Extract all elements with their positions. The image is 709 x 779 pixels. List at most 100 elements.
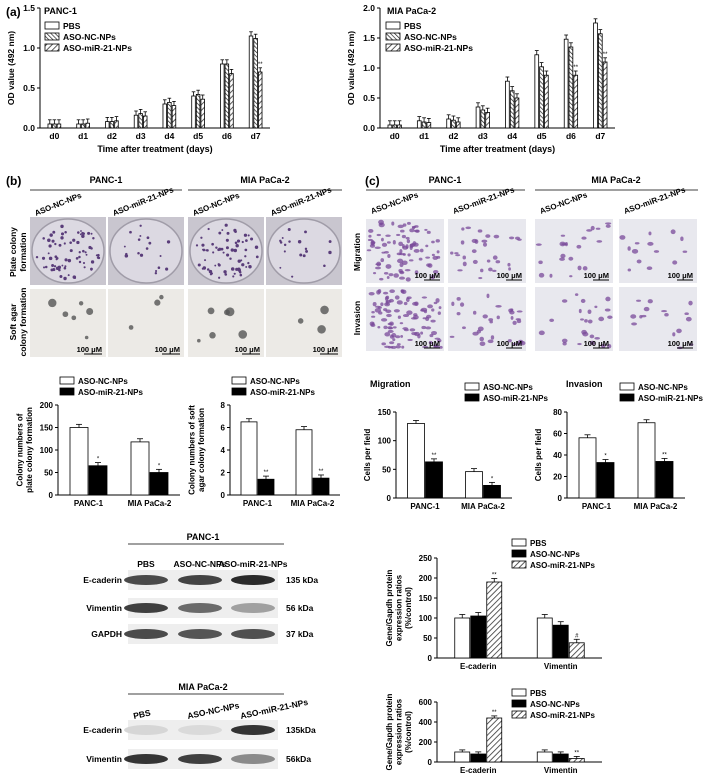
cell-dot [377,326,381,329]
colony-dot [159,255,162,258]
cell-dot [606,343,612,349]
bar [191,95,196,129]
cell-dot [396,300,403,305]
cell-dot [676,328,682,334]
cell-dot [377,288,382,294]
cell-dot [409,228,415,233]
cell-dot [411,331,418,336]
x-tick-label: d3 [478,131,488,141]
lane-label: ASO-NC-NPs [186,700,240,721]
legend-swatch [511,549,527,558]
colony-dot [291,275,294,278]
cell-dot [507,262,511,267]
chart-c1: 0 50 100 150 Cells per field ** PANC-1 * MIA PaC… [363,379,548,511]
y-tick-label: 6 [221,424,226,433]
cell-dot [508,236,515,240]
cell-dot [368,228,374,233]
legend-swatch [385,32,401,41]
cell-dot [515,318,522,321]
cell-dot [462,255,467,260]
x-tick-label: d0 [49,131,59,141]
legend-label: ASO-miR-21-NPs [530,711,595,720]
cell-dot [425,326,432,330]
band-size: 135 kDa [286,575,318,585]
y-tick-label: 0 [49,491,54,500]
cell-dot [430,274,435,280]
group-label: ASO-NC-NPs [539,190,589,216]
cell-dot [399,249,403,254]
cell-dot [425,316,430,321]
cell-dot [561,338,568,343]
band [124,725,168,735]
agar-colony [297,318,304,324]
legend-swatch [511,538,527,547]
cell-dot [479,341,486,347]
cell-dot [516,310,523,313]
bar [171,105,177,129]
scale-label: 100 μM [415,339,440,348]
cell-dot [437,311,441,315]
bar [109,121,115,129]
cell-dot [391,333,397,338]
cell-dot [398,241,404,247]
cell-dot [648,231,652,236]
y-tick-label: 200 [40,401,54,410]
cell-dot [568,256,574,261]
cell-dot [589,340,595,346]
cell-dot [574,293,579,296]
x-axis-label: Time after treatment (days) [440,144,555,154]
cell-line-label: PANC-1 [429,175,462,185]
colony-dot [48,256,53,261]
cell-dot [401,345,405,349]
colony-dot [51,264,55,267]
cell-dot [485,234,491,238]
cell-dot [619,235,626,240]
legend-label: ASO-miR-21-NPs [404,43,473,53]
scale-label: 100 μM [668,339,693,348]
colony-dot [230,267,235,271]
cell-dot [370,240,375,245]
cell-dot [378,311,383,315]
cell-dot [688,300,693,306]
cell-dot [471,238,478,243]
cell-dot [388,273,394,277]
cell-dot [461,227,465,231]
colony-dot [69,249,73,253]
cell-dot [493,234,500,239]
row-label: Invasion [352,301,362,335]
cell-dot [559,257,565,261]
cell-dot [472,310,477,315]
cell-dot [482,314,488,319]
agar-colony [159,294,164,300]
colony-dot [232,275,235,278]
y-tick-label: 100 [419,614,433,623]
y-tick-label: 250 [419,554,433,563]
x-tick-label: PANC-1 [74,499,104,508]
x-tick-label: d5 [193,131,203,141]
cell-dot [380,237,384,242]
cell-dot [406,310,413,315]
cell-dot [397,258,404,264]
cell-dot [490,335,495,340]
y-tick-label: 0.0 [23,123,35,133]
bar [637,422,656,499]
colony-dot [302,254,306,258]
band [124,754,168,764]
cell-dot [387,326,393,330]
row-label: Migration [352,233,362,271]
bar [544,74,549,129]
colony-dot [60,236,64,240]
colony-dot [69,241,72,244]
cell-dot [560,234,566,237]
bar [598,33,603,129]
cell-dot [429,334,434,338]
band [124,575,168,585]
cell-dot [393,273,399,278]
band [231,725,275,735]
colony-dot [299,253,303,257]
colony-dot [92,237,95,240]
colony-dot [244,255,247,258]
chart-c2: 0 20 40 60 80 Cells per field * PANC-1 ** MIA PaC… [534,379,703,511]
